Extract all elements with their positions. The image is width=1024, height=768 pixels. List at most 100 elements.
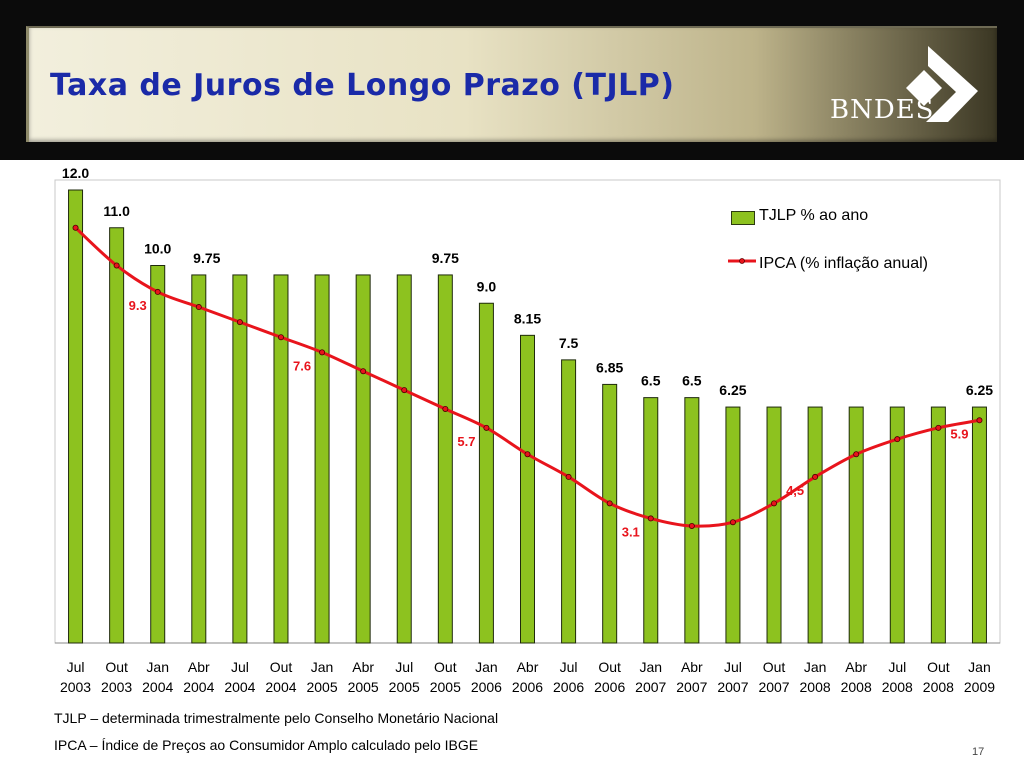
- ipca-point: [236, 319, 243, 326]
- x-tick-label-year: 2007: [717, 679, 748, 695]
- bndes-logo: BNDES: [830, 46, 978, 125]
- bar-data-label: 6.25: [966, 382, 993, 398]
- ipca-point: [72, 224, 79, 231]
- title-panel: [26, 26, 997, 142]
- x-tick-label-month: Abr: [188, 659, 210, 675]
- x-tick-label-year: 2005: [348, 679, 379, 695]
- ipca-point: [729, 519, 736, 526]
- legend-label-ipca: IPCA (% inflação anual): [759, 255, 928, 272]
- ipca-point: [277, 334, 284, 341]
- x-tick-label-year: 2004: [183, 679, 214, 695]
- x-tick-label-month: Jul: [67, 659, 85, 675]
- x-tick-label-year: 2007: [758, 679, 789, 695]
- bar-data-label: 6.5: [682, 373, 702, 389]
- x-tick-label-month: Out: [598, 659, 621, 675]
- x-tick-label-year: 2003: [101, 679, 132, 695]
- x-tick-label-year: 2004: [142, 679, 173, 695]
- ipca-point: [606, 500, 613, 507]
- x-tick-label-year: 2004: [224, 679, 255, 695]
- x-tick-label-year: 2008: [923, 679, 954, 695]
- ipca-point: [853, 451, 860, 458]
- x-tick-label-year: 2004: [265, 679, 296, 695]
- bar-data-label: 6.5: [641, 373, 661, 389]
- x-tick-label-year: 2008: [800, 679, 831, 695]
- x-tick-label-month: Out: [105, 659, 128, 675]
- bar-data-label: 9.0: [477, 278, 497, 294]
- ipca-point: [976, 417, 983, 424]
- x-tick-label-year: 2005: [306, 679, 337, 695]
- bar-data-label: 11.0: [103, 203, 130, 219]
- bar: [889, 406, 905, 644]
- legend-swatch-ipca: [728, 258, 756, 264]
- bar: [478, 302, 494, 644]
- chart-area: Jul 2003 Out 2003 Jan 2004 Abr 2004 Jul 2004 Out 20…: [54, 165, 1001, 695]
- bar: [848, 406, 864, 644]
- x-tick-label-month: Abr: [517, 659, 539, 675]
- ipca-point: [401, 387, 408, 394]
- bar-data-label: 12.0: [62, 165, 89, 181]
- ipca-point: [647, 515, 654, 522]
- x-tick-label-year: 2006: [471, 679, 502, 695]
- logo-text: BNDES: [830, 95, 935, 125]
- bar-data-label: 9.75: [193, 250, 220, 266]
- ipca-point: [812, 473, 819, 480]
- bar: [232, 274, 248, 644]
- bar-data-label: 6.85: [596, 359, 623, 375]
- x-tick-label-month: Out: [270, 659, 293, 675]
- x-tick-label-month: Abr: [681, 659, 703, 675]
- bar: [971, 406, 987, 644]
- x-tick-label-month: Jul: [231, 659, 249, 675]
- x-tick-label-year: 2006: [594, 679, 625, 695]
- bar: [355, 274, 371, 644]
- ipca-point: [524, 451, 531, 458]
- ipca-point: [688, 522, 695, 529]
- bar-data-label: 6.25: [719, 382, 746, 398]
- bar: [684, 397, 700, 644]
- x-tick-label-year: 2005: [430, 679, 461, 695]
- bar: [314, 274, 330, 644]
- x-tick-label-month: Out: [927, 659, 950, 675]
- x-tick-label-month: Jan: [968, 659, 991, 675]
- footnote-tjlp: TJLP – determinada trimestralmente pelo …: [54, 710, 499, 726]
- x-tick-label-year: 2003: [60, 679, 91, 695]
- footnote-ipca: IPCA – Índice de Preços ao Consumidor Am…: [54, 737, 479, 753]
- page-title: Taxa de Juros de Longo Prazo (TJLP): [50, 68, 675, 103]
- x-tick-label-month: Jan: [804, 659, 827, 675]
- bar: [109, 227, 125, 644]
- x-tick-label-year: 2005: [389, 679, 420, 695]
- bar-data-label: 9.75: [432, 250, 459, 266]
- bar: [807, 406, 823, 644]
- x-tick-label-month: Out: [763, 659, 786, 675]
- x-tick-label-year: 2007: [676, 679, 707, 695]
- ipca-data-label: 5.7: [457, 434, 475, 449]
- bar: [396, 274, 412, 644]
- slide-number: 17: [972, 746, 985, 758]
- x-tick-label-month: Out: [434, 659, 457, 675]
- ipca-point: [935, 424, 942, 431]
- x-tick-label-month: Abr: [845, 659, 867, 675]
- bar-data-label: 10.0: [144, 241, 171, 257]
- ipca-data-label: 4,5: [786, 483, 804, 498]
- ipca-point: [360, 368, 367, 375]
- bar: [68, 189, 84, 644]
- x-tick-label-month: Jul: [888, 659, 906, 675]
- x-tick-label-month: Jan: [146, 659, 169, 675]
- bar-data-label: 7.5: [559, 335, 579, 351]
- ipca-point: [483, 424, 490, 431]
- bar: [766, 406, 782, 644]
- ipca-point: [319, 349, 326, 356]
- ipca-point: [894, 436, 901, 443]
- bar: [273, 274, 289, 644]
- ipca-data-label: 3.1: [622, 524, 640, 539]
- bar: [150, 265, 166, 644]
- x-tick-label-month: Jan: [475, 659, 498, 675]
- ipca-point: [771, 500, 778, 507]
- bar: [561, 359, 577, 644]
- ipca-point: [442, 405, 449, 412]
- legend-label-tjlp: TJLP % ao ano: [759, 207, 869, 224]
- legend-swatch-tjlp: [731, 211, 755, 225]
- x-tick-label-year: 2006: [512, 679, 543, 695]
- header-band: Taxa de Juros de Longo Prazo (TJLP) BNDE…: [0, 0, 1024, 160]
- ipca-point: [565, 473, 572, 480]
- x-tick-label-month: Jul: [724, 659, 742, 675]
